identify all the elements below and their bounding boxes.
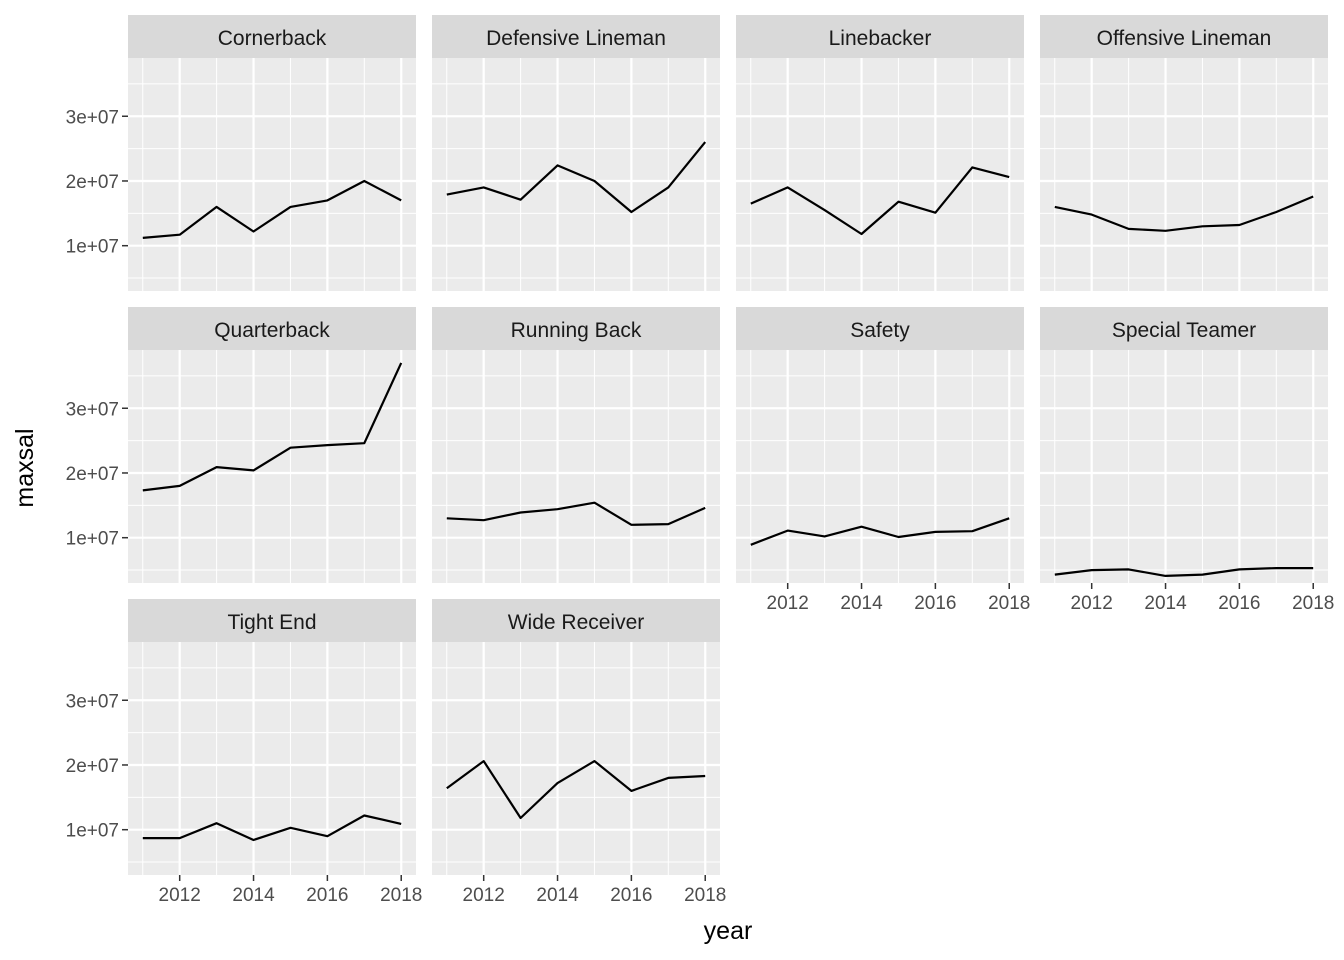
panels-layer: Cornerback Defensive Lineman Linebacker Off… — [128, 15, 1328, 875]
y-tick-label: 2e+07 — [66, 756, 119, 777]
series-line-tight-end — [142, 814, 402, 842]
series-line-cornerback — [142, 179, 402, 239]
y-tick-label: 1e+07 — [66, 237, 119, 258]
y-axis-title: maxsal — [11, 428, 39, 507]
y-tick-label: 3e+07 — [66, 691, 119, 712]
strip-offensive-lineman — [1040, 15, 1328, 58]
y-tick-label: 2e+07 — [66, 172, 119, 193]
strip-tight-end — [128, 599, 416, 642]
strip-linebacker — [736, 15, 1024, 58]
x-tick-label: 2012 — [463, 885, 505, 906]
panel-cornerback: Cornerback — [128, 15, 416, 291]
panel-safety: Safety — [736, 307, 1024, 583]
strip-label-defensive-lineman: Defensive Lineman — [486, 27, 666, 50]
strip-safety — [736, 307, 1024, 350]
y-tick-label: 1e+07 — [66, 529, 119, 550]
x-tick-label: 2014 — [840, 593, 883, 614]
y-tick-label: 1e+07 — [66, 821, 119, 842]
y-tick-label: 3e+07 — [66, 399, 119, 420]
strip-label-quarterback: Quarterback — [214, 319, 330, 342]
panel-linebacker: Linebacker — [736, 15, 1024, 291]
series-line-offensive-lineman — [1054, 195, 1314, 232]
axes-layer: 1e+07 2e+07 3e+07 1e+07 2e+07 3e+07 2012 2014 20… — [66, 107, 1335, 906]
y-tick-label: 3e+07 — [66, 107, 119, 128]
panel-background — [432, 642, 720, 875]
series-line-safety — [750, 517, 1010, 546]
x-tick-label: 2016 — [306, 885, 348, 906]
panel-background — [128, 58, 416, 291]
panel-background — [1040, 58, 1328, 291]
panel-background — [128, 642, 416, 875]
panel-background — [736, 350, 1024, 583]
series-line-wide-receiver — [446, 759, 706, 820]
x-tick-label: 2016 — [914, 593, 956, 614]
strip-label-tight-end: Tight End — [227, 611, 316, 634]
strip-label-running-back: Running Back — [511, 319, 642, 342]
x-tick-label: 2012 — [159, 885, 201, 906]
panel-running-back: Running Back — [432, 307, 720, 583]
strip-special-teamer — [1040, 307, 1328, 350]
strip-defensive-lineman — [432, 15, 720, 58]
series-line-special-teamer — [1054, 566, 1314, 578]
strip-label-safety: Safety — [850, 319, 910, 342]
series-line-running-back — [446, 501, 706, 526]
x-tick-label: 2018 — [684, 885, 726, 906]
panel-special-teamer: Special Teamer — [1040, 307, 1328, 583]
panel-tight-end: Tight End — [128, 599, 416, 875]
strip-label-wide-receiver: Wide Receiver — [508, 611, 645, 634]
y-tick-label: 2e+07 — [66, 464, 119, 485]
strip-label-special-teamer: Special Teamer — [1112, 319, 1256, 342]
panel-background — [432, 58, 720, 291]
x-tick-label: 2016 — [1218, 593, 1260, 614]
panel-defensive-lineman: Defensive Lineman — [432, 15, 720, 291]
x-tick-label: 2016 — [610, 885, 652, 906]
x-axis-title: year — [704, 917, 753, 945]
x-tick-label: 2014 — [232, 885, 275, 906]
strip-quarterback — [128, 307, 416, 350]
strip-running-back — [432, 307, 720, 350]
x-tick-label: 2014 — [536, 885, 579, 906]
panel-background — [1040, 350, 1328, 583]
panel-quarterback: Quarterback — [128, 307, 416, 583]
x-tick-label: 2012 — [767, 593, 809, 614]
x-tick-label: 2018 — [988, 593, 1030, 614]
strip-label-cornerback: Cornerback — [218, 27, 327, 50]
series-line-quarterback — [142, 362, 403, 492]
strip-wide-receiver — [432, 599, 720, 642]
series-line-linebacker — [750, 166, 1010, 236]
panel-offensive-lineman: Offensive Lineman — [1040, 15, 1328, 291]
x-tick-label: 2018 — [380, 885, 422, 906]
x-tick-label: 2018 — [1292, 593, 1334, 614]
x-tick-label: 2012 — [1071, 593, 1113, 614]
panel-background — [128, 350, 416, 583]
strip-cornerback — [128, 15, 416, 58]
series-line-defensive-lineman — [446, 141, 707, 214]
panel-background — [432, 350, 720, 583]
strip-label-linebacker: Linebacker — [829, 27, 932, 50]
x-tick-label: 2014 — [1144, 593, 1187, 614]
panel-wide-receiver: Wide Receiver — [432, 599, 720, 875]
strip-label-offensive-lineman: Offensive Lineman — [1097, 27, 1272, 50]
panel-background — [736, 58, 1024, 291]
